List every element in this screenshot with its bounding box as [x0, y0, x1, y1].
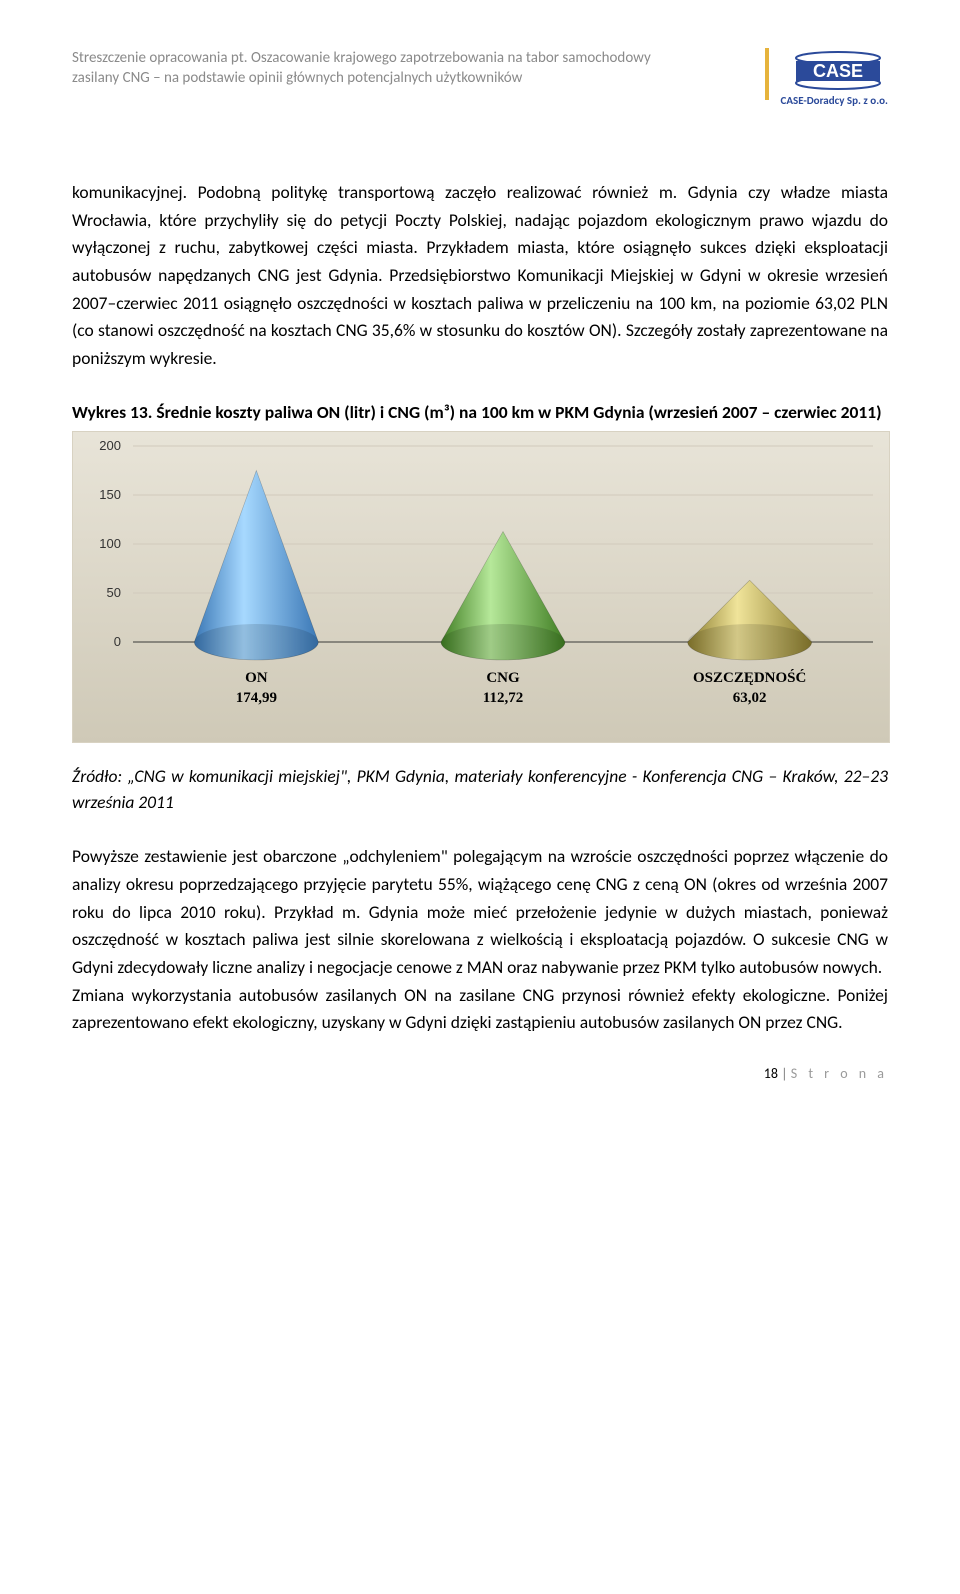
svg-text:112,72: 112,72: [483, 690, 523, 706]
cone-chart-svg: 0 50 100 150 200 ON 174,99 CNG 112,72 OSZCZĘDNOŚĆ…: [73, 432, 889, 742]
paragraph-3: Zmiana wykorzystania autobusów zasilanyc…: [72, 982, 888, 1037]
header-line-2: zasilany CNG – na podstawie opinii główn…: [72, 69, 522, 87]
page-number: 18: [764, 1065, 778, 1082]
footer-sep: |: [778, 1065, 791, 1082]
header-title: Streszczenie opracowania pt. Oszacowanie…: [72, 48, 761, 89]
svg-text:100: 100: [99, 536, 121, 551]
chart-caption: Wykres 13. Średnie koszty paliwa ON (lit…: [72, 400, 888, 425]
case-logo-icon: CASE: [788, 48, 888, 92]
logo-caption: CASE-Doradcy Sp. z o.o.: [781, 94, 888, 107]
page-footer: 18 | S t r o n a: [72, 1065, 888, 1082]
svg-text:ON: ON: [245, 670, 268, 686]
logo: CASE CASE-Doradcy Sp. z o.o.: [781, 48, 888, 107]
cone-chart: 0 50 100 150 200 ON 174,99 CNG 112,72 OSZCZĘDNOŚĆ…: [72, 431, 890, 743]
paragraph-1: komunikacyjnej. Podobną politykę transpo…: [72, 179, 888, 372]
svg-text:200: 200: [99, 438, 121, 453]
header-rule: [765, 48, 769, 100]
chart-source: Źródło: „CNG w komunikacji miejskiej", P…: [72, 763, 888, 816]
page-header: Streszczenie opracowania pt. Oszacowanie…: [72, 48, 888, 107]
svg-text:150: 150: [99, 487, 121, 502]
svg-text:OSZCZĘDNOŚĆ: OSZCZĘDNOŚĆ: [693, 669, 806, 686]
svg-text:CNG: CNG: [486, 670, 520, 686]
svg-text:0: 0: [114, 634, 121, 649]
paragraph-2: Powyższe zestawienie jest obarczone „odc…: [72, 843, 888, 981]
header-line-1: Streszczenie opracowania pt. Oszacowanie…: [72, 49, 651, 67]
svg-text:63,02: 63,02: [733, 690, 767, 706]
logo-text: CASE: [813, 61, 863, 81]
svg-text:50: 50: [107, 585, 121, 600]
page-word: S t r o n a: [791, 1065, 888, 1082]
svg-text:174,99: 174,99: [236, 690, 277, 706]
